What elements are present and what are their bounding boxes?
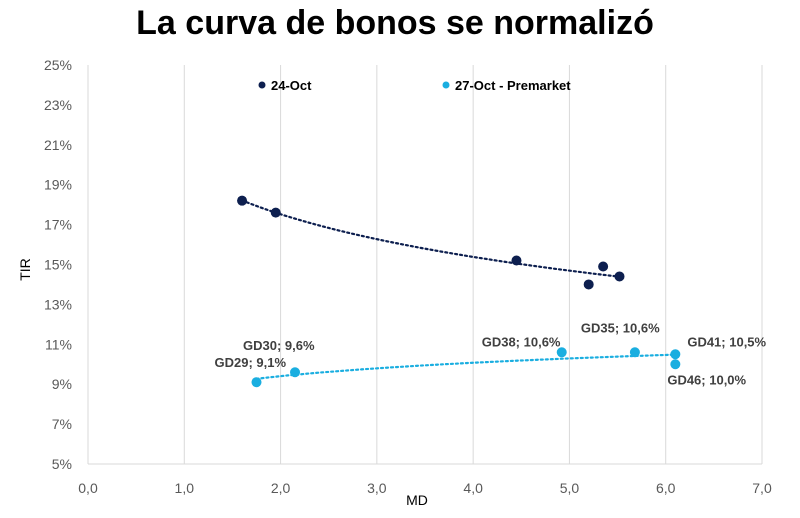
x-tick-label: 5,0 xyxy=(560,480,580,496)
y-tick-label: 7% xyxy=(52,416,72,432)
y-tick-label: 25% xyxy=(44,57,72,73)
data-label: GD29; 9,1% xyxy=(215,355,287,370)
x-tick-label: 6,0 xyxy=(656,480,676,496)
y-tick-label: 17% xyxy=(44,217,72,233)
y-axis-title: TIR xyxy=(17,258,33,281)
y-tick-label: 15% xyxy=(44,257,72,273)
y-tick-label: 13% xyxy=(44,296,72,312)
x-tick-label: 3,0 xyxy=(367,480,387,496)
legend-entry: 24-Oct xyxy=(271,78,312,93)
data-point xyxy=(556,347,567,358)
x-tick-label: 2,0 xyxy=(271,480,291,496)
data-label: GD38; 10,6% xyxy=(482,334,561,349)
data-point xyxy=(583,279,594,290)
data-point xyxy=(614,271,625,282)
data-label: GD41; 10,5% xyxy=(687,334,766,349)
data-point xyxy=(670,349,681,360)
data-point xyxy=(251,377,262,388)
chart-title: La curva de bonos se normalizó xyxy=(136,4,654,42)
data-point xyxy=(670,359,681,370)
x-tick-label: 0,0 xyxy=(78,480,98,496)
data-point xyxy=(270,207,281,218)
trendline xyxy=(241,199,621,278)
legend-marker xyxy=(442,81,450,89)
data-point xyxy=(598,261,609,272)
y-tick-label: 23% xyxy=(44,97,72,113)
x-tick-label: 7,0 xyxy=(752,480,772,496)
data-label: GD35; 10,6% xyxy=(581,320,660,335)
data-label: GD30; 9,6% xyxy=(243,338,315,353)
y-tick-label: 9% xyxy=(52,376,72,392)
x-axis-title: MD xyxy=(406,492,428,508)
y-tick-label: 11% xyxy=(45,336,72,352)
legend-entry: 27-Oct - Premarket xyxy=(455,78,571,93)
y-tick-label: 19% xyxy=(44,177,72,193)
data-point xyxy=(237,195,248,206)
y-tick-label: 21% xyxy=(44,137,72,153)
x-tick-label: 4,0 xyxy=(463,480,483,496)
data-point xyxy=(511,255,522,266)
data-point xyxy=(290,367,301,378)
data-point xyxy=(629,347,640,358)
x-tick-label: 1,0 xyxy=(175,480,195,496)
trendline xyxy=(255,353,677,380)
legend-marker xyxy=(258,81,266,89)
y-tick-label: 5% xyxy=(52,456,72,472)
data-label: GD46; 10,0% xyxy=(667,372,746,387)
